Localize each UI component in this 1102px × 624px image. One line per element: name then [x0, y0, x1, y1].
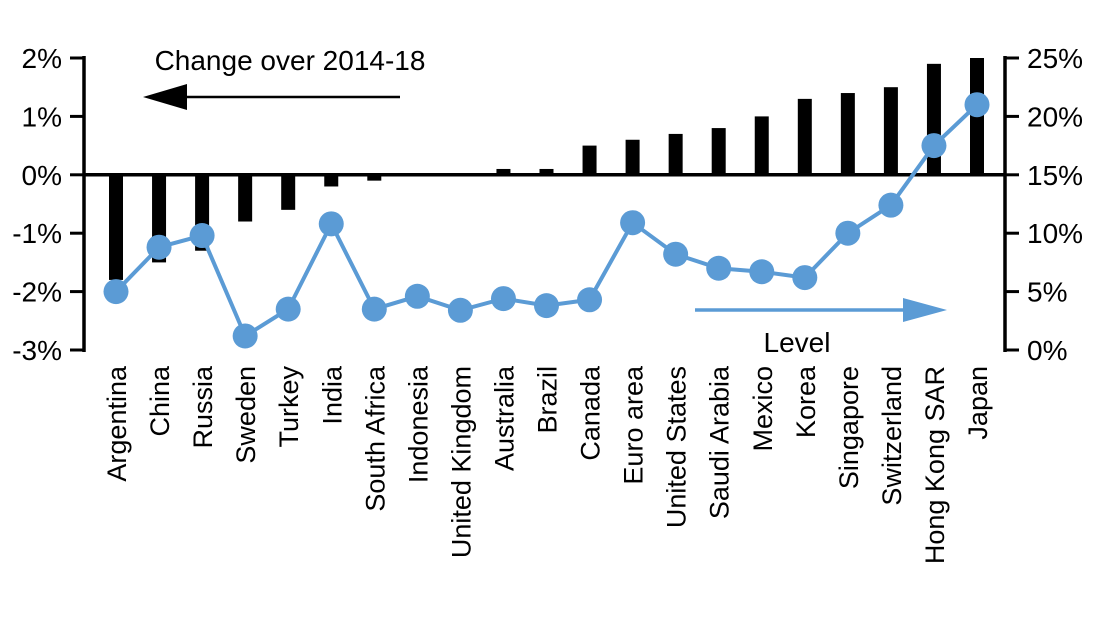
dot-mexico: [749, 259, 775, 285]
bar-turkey: [281, 174, 296, 210]
category-label-india: India: [317, 365, 347, 425]
left-axis-tick-label: 0%: [22, 160, 62, 191]
category-label-canada: Canada: [576, 365, 606, 461]
category-label-australia: Australia: [489, 365, 519, 471]
dot-hong-kong-sar: [921, 133, 947, 159]
bar-south-africa: [367, 174, 382, 181]
right-axis-tick-label: 0%: [1027, 335, 1067, 366]
right-series-annotation: Level: [695, 298, 947, 358]
dot-korea: [792, 265, 818, 291]
right-axis-tick-label: 15%: [1027, 160, 1083, 191]
dot-united-states: [663, 241, 689, 267]
category-label-indonesia: Indonesia: [403, 365, 433, 483]
dot-canada: [577, 287, 603, 313]
dot-south-africa: [361, 296, 387, 322]
left-axis-tick-label: 2%: [22, 43, 62, 74]
category-label-sweden: Sweden: [231, 366, 261, 464]
dot-saudi-arabia: [706, 255, 732, 281]
category-label-china: China: [145, 365, 175, 437]
category-label-united-states: United States: [662, 366, 692, 528]
dot-russia: [189, 223, 215, 249]
left-axis-tick-label: -2%: [12, 277, 62, 308]
category-label-mexico: Mexico: [748, 366, 778, 452]
line-series: [103, 92, 990, 349]
dot-indonesia: [404, 283, 430, 309]
right-arrow-head-icon: [903, 298, 947, 322]
left-axis-tick-label: -3%: [12, 335, 62, 366]
bar-argentina: [109, 174, 123, 280]
right-axis-tick-label: 20%: [1027, 101, 1083, 132]
dot-euro-area: [620, 210, 646, 236]
dot-switzerland: [878, 192, 904, 218]
right-axis-ticks: 25% 20% 15% 10% 5% 0%: [1005, 43, 1083, 366]
right-axis-tick-label: 5%: [1027, 277, 1067, 308]
category-label-saudi-arabia: Saudi Arabia: [705, 365, 735, 519]
dot-china: [146, 234, 172, 260]
dot-turkey: [275, 296, 301, 322]
right-series-label: Level: [764, 327, 831, 358]
bar-sweden: [238, 174, 253, 222]
category-label-switzerland: Switzerland: [877, 366, 907, 506]
left-series-annotation: Change over 2014-18: [143, 45, 425, 110]
category-label-japan: Japan: [963, 366, 993, 440]
dot-australia: [490, 286, 516, 312]
category-label-brazil: Brazil: [533, 366, 563, 434]
category-label-hong-kong-sar: Hong Kong SAR: [920, 366, 950, 564]
bar-mexico: [754, 116, 769, 175]
bar-brazil: [539, 168, 554, 175]
category-label-argentina: Argentina: [102, 365, 132, 482]
category-label-south-africa: South Africa: [360, 365, 390, 512]
category-label-singapore: Singapore: [834, 366, 864, 489]
dot-argentina: [103, 279, 129, 305]
dot-japan: [964, 92, 990, 118]
category-label-united-kingdom: United Kingdom: [446, 366, 476, 558]
left-series-label: Change over 2014-18: [155, 45, 426, 76]
bar-australia: [496, 168, 511, 175]
left-axis-ticks: 2% 1% 0% -1% -2% -3%: [12, 43, 84, 366]
bar-series: [109, 58, 984, 280]
bar-united-states: [668, 133, 683, 175]
bar-korea: [797, 98, 812, 175]
right-axis-tick-label: 10%: [1027, 218, 1083, 249]
dot-singapore: [835, 220, 861, 246]
dot-india: [318, 211, 344, 237]
dot-sweden: [232, 323, 258, 349]
left-axis-tick-label: -1%: [12, 218, 62, 249]
axes: 2% 1% 0% -1% -2% -3% 25% 20% 15% 10% 5% 0%: [12, 43, 1083, 366]
left-arrow-head-icon: [143, 84, 187, 110]
category-axis-labels: Argentina China Russia Sweden Turkey India Sou…: [102, 365, 993, 564]
bar-canada: [582, 145, 597, 175]
bar-hong-kong-sar: [926, 63, 941, 175]
dot-united-kingdom: [447, 297, 473, 323]
bar-euro-area: [625, 139, 640, 175]
left-axis-tick-label: 1%: [22, 101, 62, 132]
category-label-euro-area: Euro area: [619, 365, 649, 485]
category-label-turkey: Turkey: [274, 366, 304, 448]
right-axis-tick-label: 25%: [1027, 43, 1083, 74]
category-label-russia: Russia: [188, 365, 218, 449]
category-label-korea: Korea: [791, 365, 821, 438]
dot-brazil: [534, 293, 559, 319]
bar-india: [324, 174, 339, 187]
bar-singapore: [840, 93, 855, 175]
bar-saudi-arabia: [711, 128, 726, 175]
bar-switzerland: [883, 87, 898, 175]
